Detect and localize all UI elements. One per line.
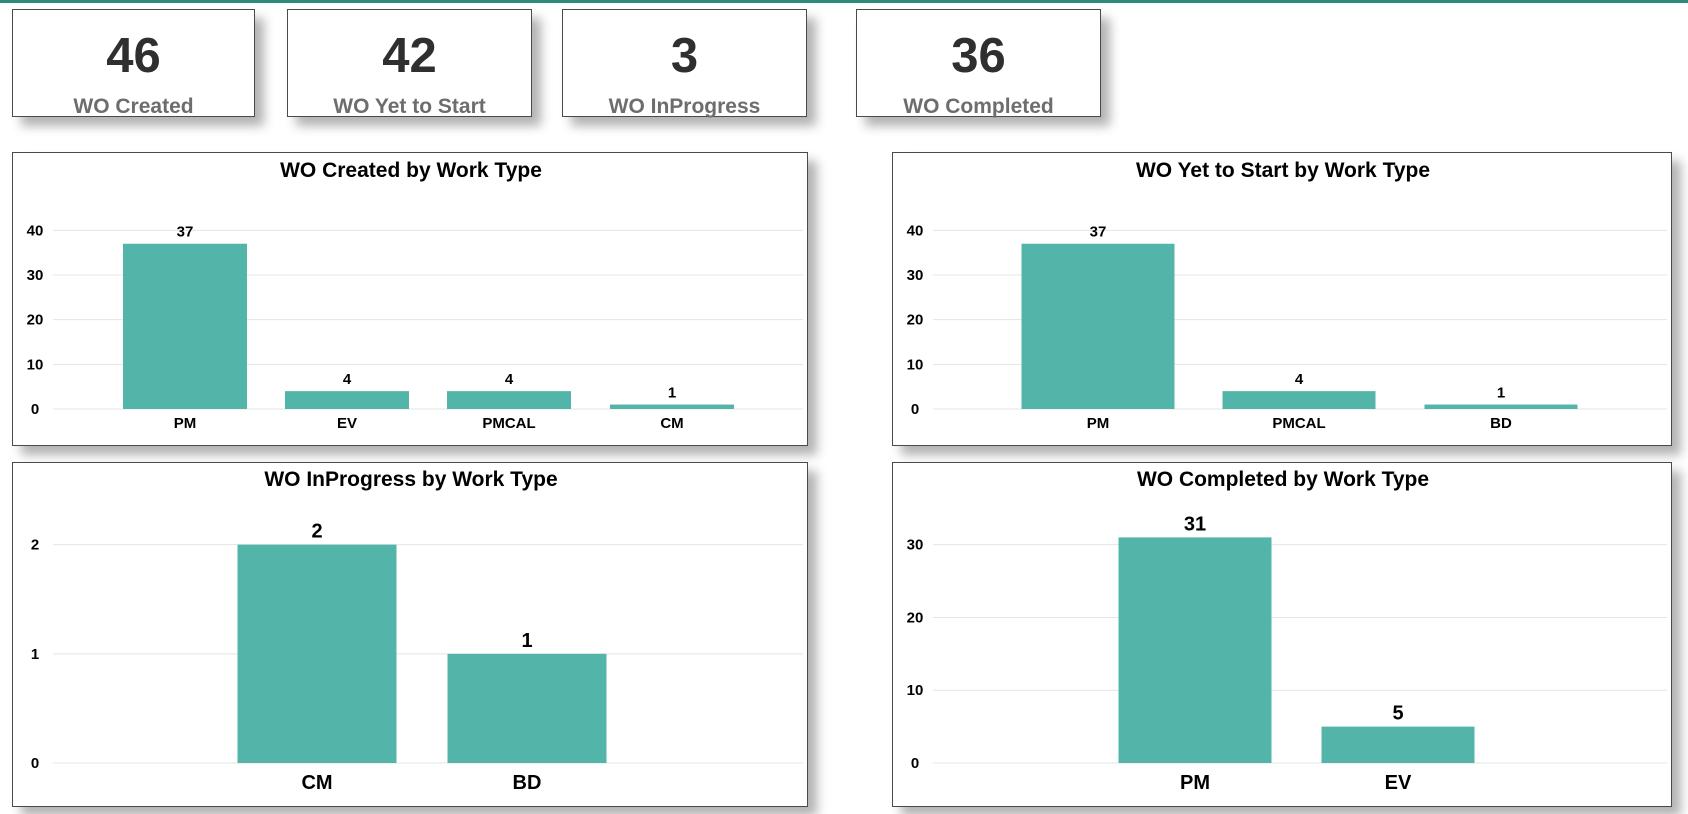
chart-wo-completed-by-work-type: WO Completed by Work Type 0 10 20 30 31 PM 5 EV [907, 468, 1667, 794]
kpi-value: 36 [951, 29, 1006, 83]
data-label: 4 [505, 371, 514, 388]
y-tick-label: 30 [907, 537, 924, 554]
y-tick-label: 1 [31, 646, 39, 663]
chart-title: WO InProgress by Work Type [264, 468, 557, 491]
x-tick-label: PM [174, 415, 197, 432]
data-label: 4 [1295, 371, 1304, 388]
chart-panel-yet-to-start: WO Yet to Start by Work Type 0 10 20 30 40 37 P… [892, 152, 1672, 446]
bar-pm[interactable] [1021, 243, 1175, 409]
bar-ev[interactable] [1321, 726, 1475, 763]
x-tick-label: PMCAL [482, 415, 535, 432]
data-label: 1 [668, 385, 676, 402]
y-tick-label: 30 [27, 267, 44, 284]
data-label: 31 [1184, 513, 1206, 535]
kpi-value: 42 [382, 29, 437, 83]
y-tick-label: 0 [31, 755, 39, 772]
chart-wo-created-by-work-type: WO Created by Work Type 0 10 20 30 40 37 PM 4 EV 4… [27, 159, 803, 432]
y-tick-label: 0 [31, 401, 39, 418]
bar-cm[interactable] [237, 544, 397, 763]
kpi-label: WO InProgress [608, 95, 761, 118]
x-tick-label: PM [1087, 415, 1110, 432]
x-tick-label: BD [513, 772, 542, 794]
data-label: 1 [521, 630, 532, 652]
y-tick-label: 10 [907, 356, 924, 373]
x-tick-label: CM [660, 415, 683, 432]
y-tick-label: 0 [911, 401, 919, 418]
bar-pmcal[interactable] [447, 391, 571, 409]
bar-cm[interactable] [610, 404, 734, 409]
kpi-card-wo-completed[interactable]: 36 WO Completed [856, 9, 1101, 117]
y-tick-label: 20 [907, 609, 924, 626]
kpi-value: 3 [670, 29, 699, 83]
chart-wo-yet-to-start-by-work-type: WO Yet to Start by Work Type 0 10 20 30 40 37 P… [907, 159, 1667, 432]
x-tick-label: EV [1385, 772, 1412, 794]
data-label: 5 [1392, 703, 1403, 725]
y-tick-label: 40 [27, 222, 44, 239]
y-tick-label: 10 [907, 682, 924, 699]
kpi-label: WO Yet to Start [333, 95, 486, 118]
data-label: 4 [343, 371, 352, 388]
y-tick-label: 0 [911, 755, 919, 772]
bar-pmcal[interactable] [1222, 391, 1376, 409]
x-tick-label: BD [1490, 415, 1512, 432]
x-tick-label: CM [301, 772, 332, 794]
y-tick-label: 40 [907, 222, 924, 239]
y-tick-label: 2 [31, 537, 39, 554]
kpi-label: WO Completed [903, 95, 1054, 118]
chart-panel-completed: WO Completed by Work Type 0 10 20 30 31 PM 5 EV [892, 462, 1672, 807]
bar-pm[interactable] [1118, 537, 1272, 763]
y-tick-label: 20 [27, 312, 44, 329]
chart-title: WO Created by Work Type [280, 159, 542, 182]
chart-title: WO Yet to Start by Work Type [1136, 159, 1430, 182]
chart-title: WO Completed by Work Type [1137, 468, 1429, 491]
x-tick-label: EV [337, 415, 357, 432]
x-tick-label: PM [1180, 772, 1210, 794]
chart-panel-created: WO Created by Work Type 0 10 20 30 40 37 PM 4 EV 4… [12, 152, 808, 446]
kpi-card-wo-created[interactable]: 46 WO Created [12, 9, 255, 117]
kpi-card-wo-inprogress[interactable]: 3 WO InProgress [562, 9, 807, 117]
bar-ev[interactable] [285, 391, 409, 409]
kpi-label: WO Created [73, 95, 194, 118]
data-label: 37 [1090, 224, 1107, 241]
kpi-value: 46 [106, 29, 161, 83]
bar-pm[interactable] [123, 243, 247, 409]
y-tick-label: 30 [907, 267, 924, 284]
y-tick-label: 20 [907, 312, 924, 329]
kpi-card-wo-yet-to-start[interactable]: 42 WO Yet to Start [287, 9, 532, 117]
data-label: 37 [177, 224, 194, 241]
bar-bd[interactable] [447, 653, 607, 763]
data-label: 2 [311, 521, 322, 543]
chart-panel-inprogress: WO InProgress by Work Type 0 1 2 2 CM 1 BD [12, 462, 808, 807]
bar-bd[interactable] [1424, 404, 1578, 409]
y-tick-label: 10 [27, 356, 44, 373]
x-tick-label: PMCAL [1272, 415, 1325, 432]
data-label: 1 [1497, 385, 1505, 402]
top-accent-line [0, 0, 1688, 3]
chart-wo-inprogress-by-work-type: WO InProgress by Work Type 0 1 2 2 CM 1 BD [31, 468, 803, 794]
